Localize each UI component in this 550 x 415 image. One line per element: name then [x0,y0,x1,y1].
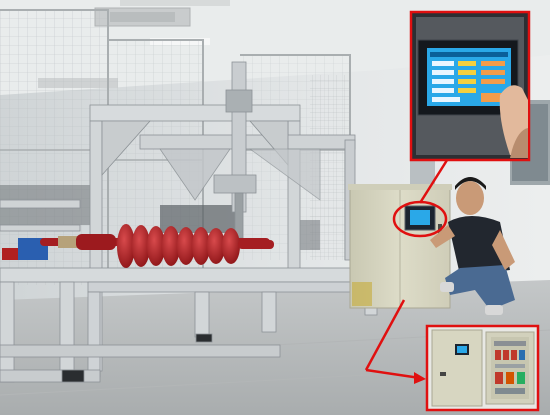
person-operator [430,177,515,315]
arrow-to-cabinet-inset [364,299,426,384]
inset-touchscreen [409,10,531,162]
aluminum-test-frame [0,61,381,383]
insulator-specimen [40,224,274,268]
inset-open-cabinet [425,324,540,412]
